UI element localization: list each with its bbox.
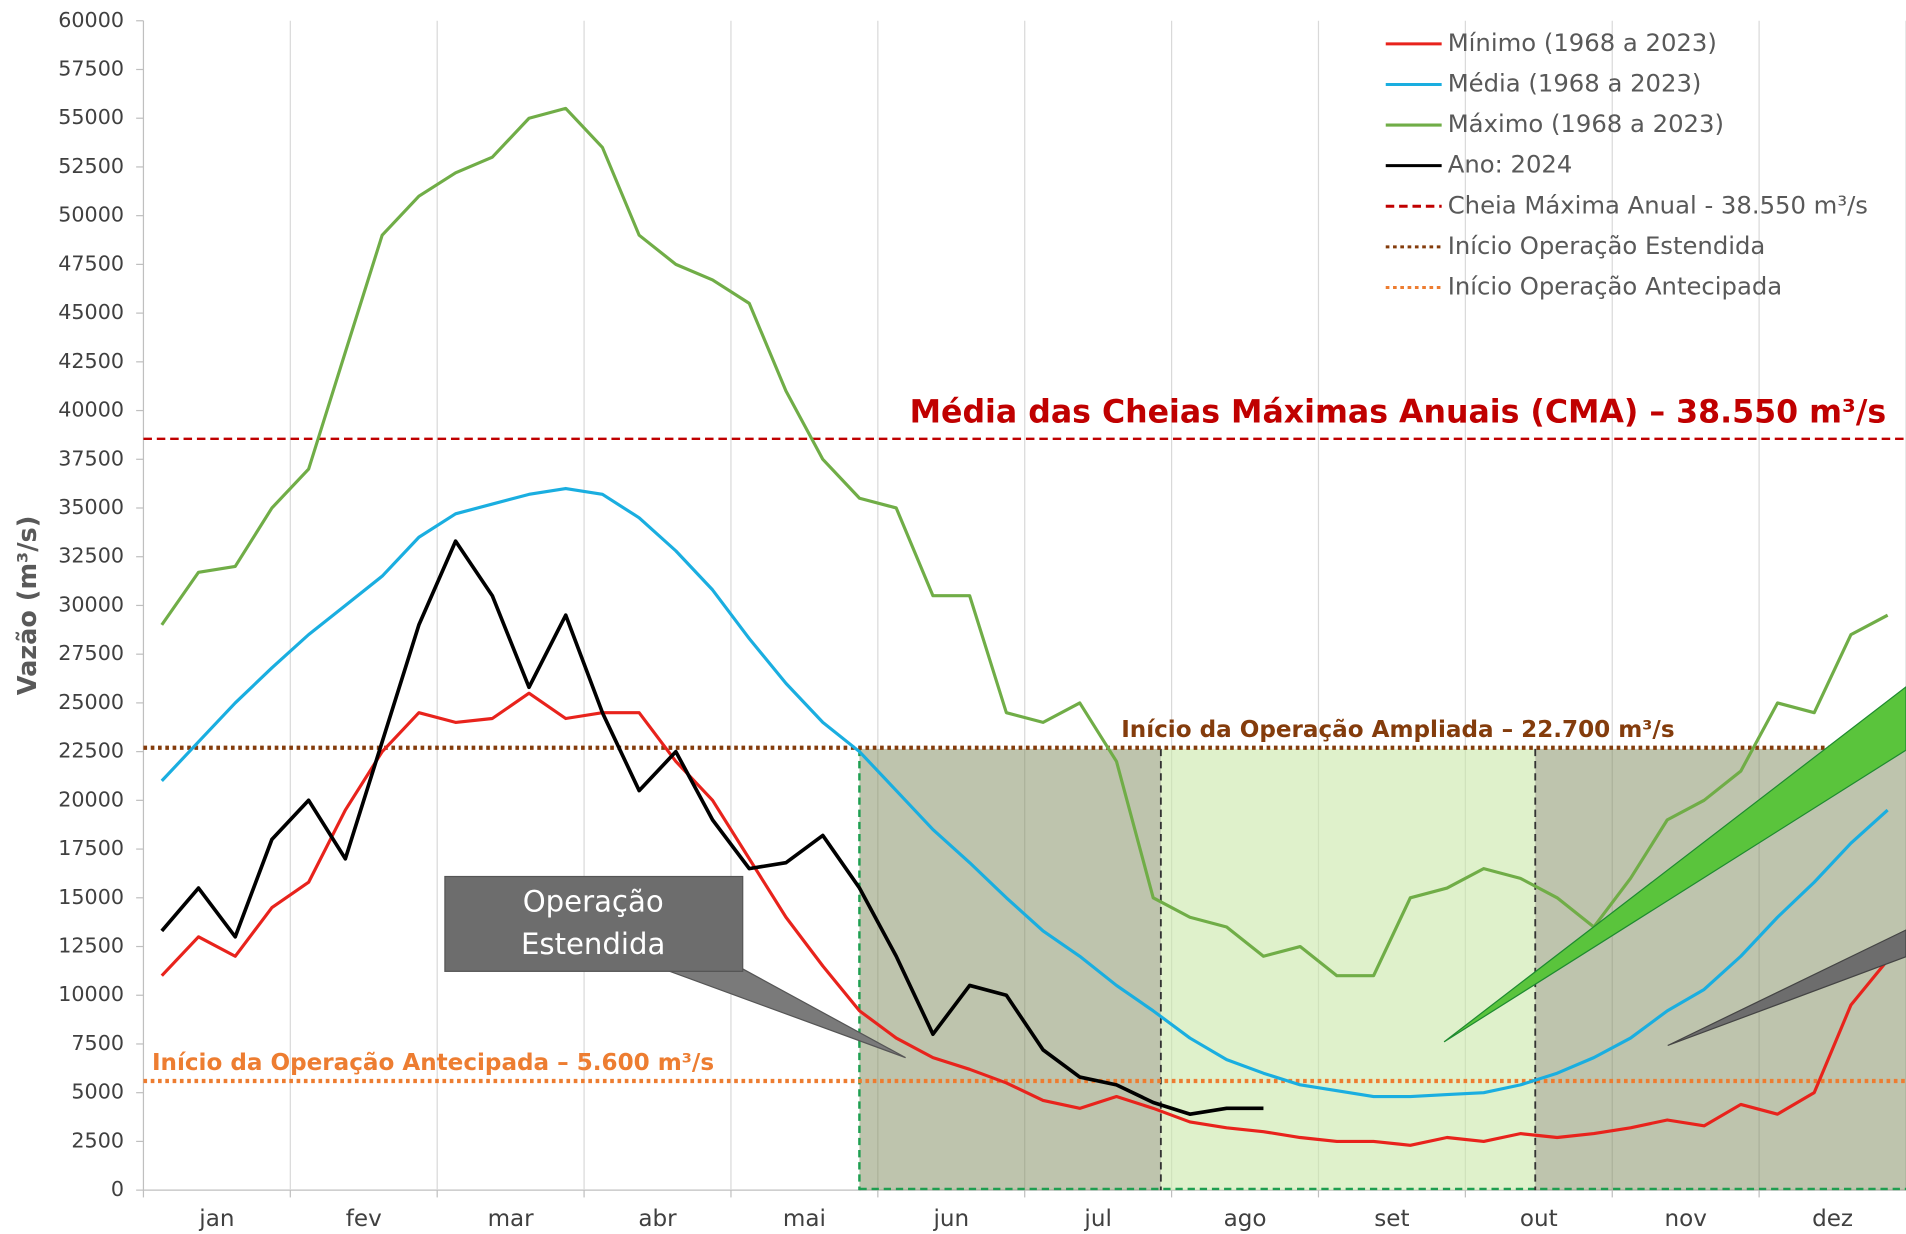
extended-region	[859, 748, 1161, 1191]
reference-label: Média das Cheias Máximas Anuais (CMA) – …	[910, 394, 1887, 430]
legend-label: Início Operação Estendida	[1448, 231, 1766, 260]
reference-label: Início da Operação Antecipada – 5.600 m³…	[152, 1050, 714, 1076]
y-tick-label: 55000	[58, 105, 124, 129]
callout-text: Operação Estendida	[521, 884, 665, 961]
legend-label: Mínimo (1968 a 2023)	[1448, 28, 1717, 57]
y-tick-label: 30000	[58, 592, 124, 616]
y-tick-label: 25000	[58, 690, 124, 714]
y-tick-label: 57500	[58, 56, 124, 80]
y-tick-label: 17500	[58, 836, 124, 860]
y-tick-label: 2500	[71, 1128, 124, 1152]
y-tick-label: 42500	[58, 349, 124, 373]
x-tick-label: fev	[346, 1206, 382, 1232]
y-tick-label: 7500	[71, 1031, 124, 1055]
y-tick-label: 32500	[58, 544, 124, 568]
y-tick-label: 45000	[58, 300, 124, 324]
series-line	[160, 106, 1889, 978]
y-tick-label: 35000	[58, 495, 124, 519]
y-tick-label: 15000	[58, 885, 124, 909]
x-tick-label: nov	[1664, 1206, 1706, 1232]
x-tick-label: set	[1374, 1206, 1409, 1232]
y-tick-label: 12500	[58, 934, 124, 958]
legend-label: Início Operação Antecipada	[1448, 271, 1782, 300]
y-axis-label: Vazão (m³/s)	[13, 516, 43, 696]
y-tick-label: 52500	[58, 154, 124, 178]
legend-label: Cheia Máxima Anual - 38.550 m³/s	[1448, 190, 1868, 219]
y-tick-label: 37500	[58, 446, 124, 470]
x-tick-label: jun	[932, 1206, 969, 1232]
x-tick-label: abr	[638, 1206, 677, 1232]
x-tick-label: ago	[1224, 1206, 1267, 1232]
y-tick-label: 5000	[71, 1080, 124, 1104]
callout-pointer	[1443, 686, 1906, 1043]
y-tick-label: 10000	[58, 982, 124, 1006]
y-tick-label: 27500	[58, 641, 124, 665]
x-tick-label: mai	[783, 1206, 826, 1232]
y-tick-label: 47500	[58, 251, 124, 275]
x-tick-label: jul	[1083, 1206, 1111, 1232]
y-tick-label: 0	[111, 1177, 124, 1201]
legend-label: Máximo (1968 a 2023)	[1448, 109, 1724, 138]
y-tick-label: 50000	[58, 203, 124, 227]
series-line	[160, 539, 1264, 1116]
series-line	[160, 691, 1889, 1147]
y-tick-label: 40000	[58, 398, 124, 422]
callout-pointer	[1667, 929, 1906, 1047]
light-region	[1160, 748, 1536, 1191]
y-tick-label: 22500	[58, 739, 124, 763]
x-tick-label: out	[1520, 1206, 1558, 1232]
legend-label: Ano: 2024	[1448, 150, 1573, 179]
legend-label: Média (1968 a 2023)	[1448, 68, 1702, 97]
x-tick-label: jan	[198, 1206, 234, 1232]
callout-box	[444, 875, 744, 972]
x-tick-label: mar	[488, 1206, 535, 1232]
reference-label: Início da Operação Ampliada – 22.700 m³/…	[1121, 717, 1674, 743]
series-line	[160, 486, 1889, 1099]
y-tick-label: 60000	[58, 8, 124, 32]
y-tick-label: 20000	[58, 787, 124, 811]
x-tick-label: dez	[1812, 1206, 1853, 1232]
